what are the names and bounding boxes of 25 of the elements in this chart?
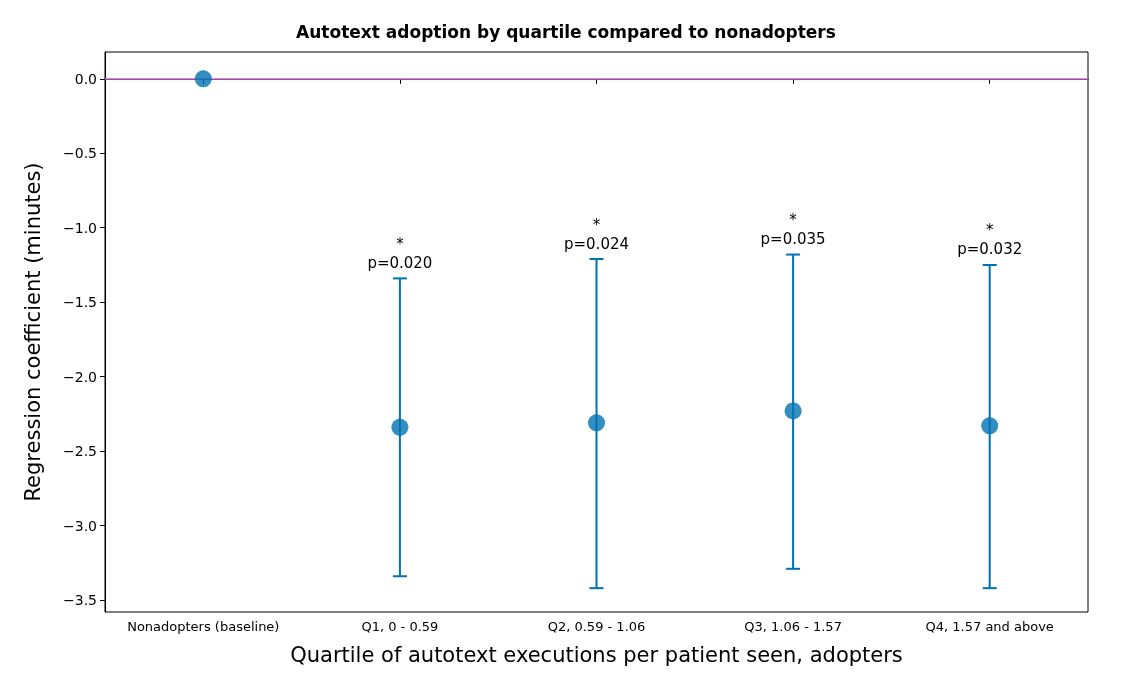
- x-tick-label: Q1, 0 - 0.59: [361, 619, 439, 634]
- chart-title: Autotext adoption by quartile compared to nonadopters: [296, 21, 836, 42]
- y-axis-title: Regression coefficient (minutes): [20, 162, 45, 502]
- y-tick-label: −2.5: [63, 443, 97, 460]
- x-axis-title: Quartile of autotext executions per patient seen, adopters: [290, 642, 903, 667]
- annotation: * p=0.020: [367, 234, 433, 272]
- x-tick-label: Q3, 1.06 - 1.57: [744, 619, 842, 634]
- x-tick-label: Q2, 0.59 - 1.06: [547, 619, 646, 634]
- annotation: * p=0.035: [760, 211, 826, 249]
- y-tick-label: −1.0: [63, 219, 97, 236]
- point: [194, 70, 212, 88]
- point: [981, 417, 999, 435]
- y-tick-label: −2.0: [63, 368, 97, 385]
- point: [588, 414, 605, 432]
- y-tick-label: 0.0: [74, 70, 97, 87]
- x-tick-label: Nonadopters (baseline): [127, 619, 280, 634]
- annotation: * p=0.032: [957, 221, 1023, 259]
- y-tick-label: −1.5: [63, 294, 97, 311]
- y-tick-label: −3.5: [63, 592, 97, 609]
- annotation: * p=0.024: [563, 215, 630, 253]
- y-tick-label: −3.0: [63, 517, 97, 534]
- point: [784, 402, 802, 420]
- point: [391, 418, 409, 436]
- y-tick-label: −0.5: [63, 145, 97, 162]
- x-tick-label: Q4, 1.57 and above: [925, 619, 1054, 634]
